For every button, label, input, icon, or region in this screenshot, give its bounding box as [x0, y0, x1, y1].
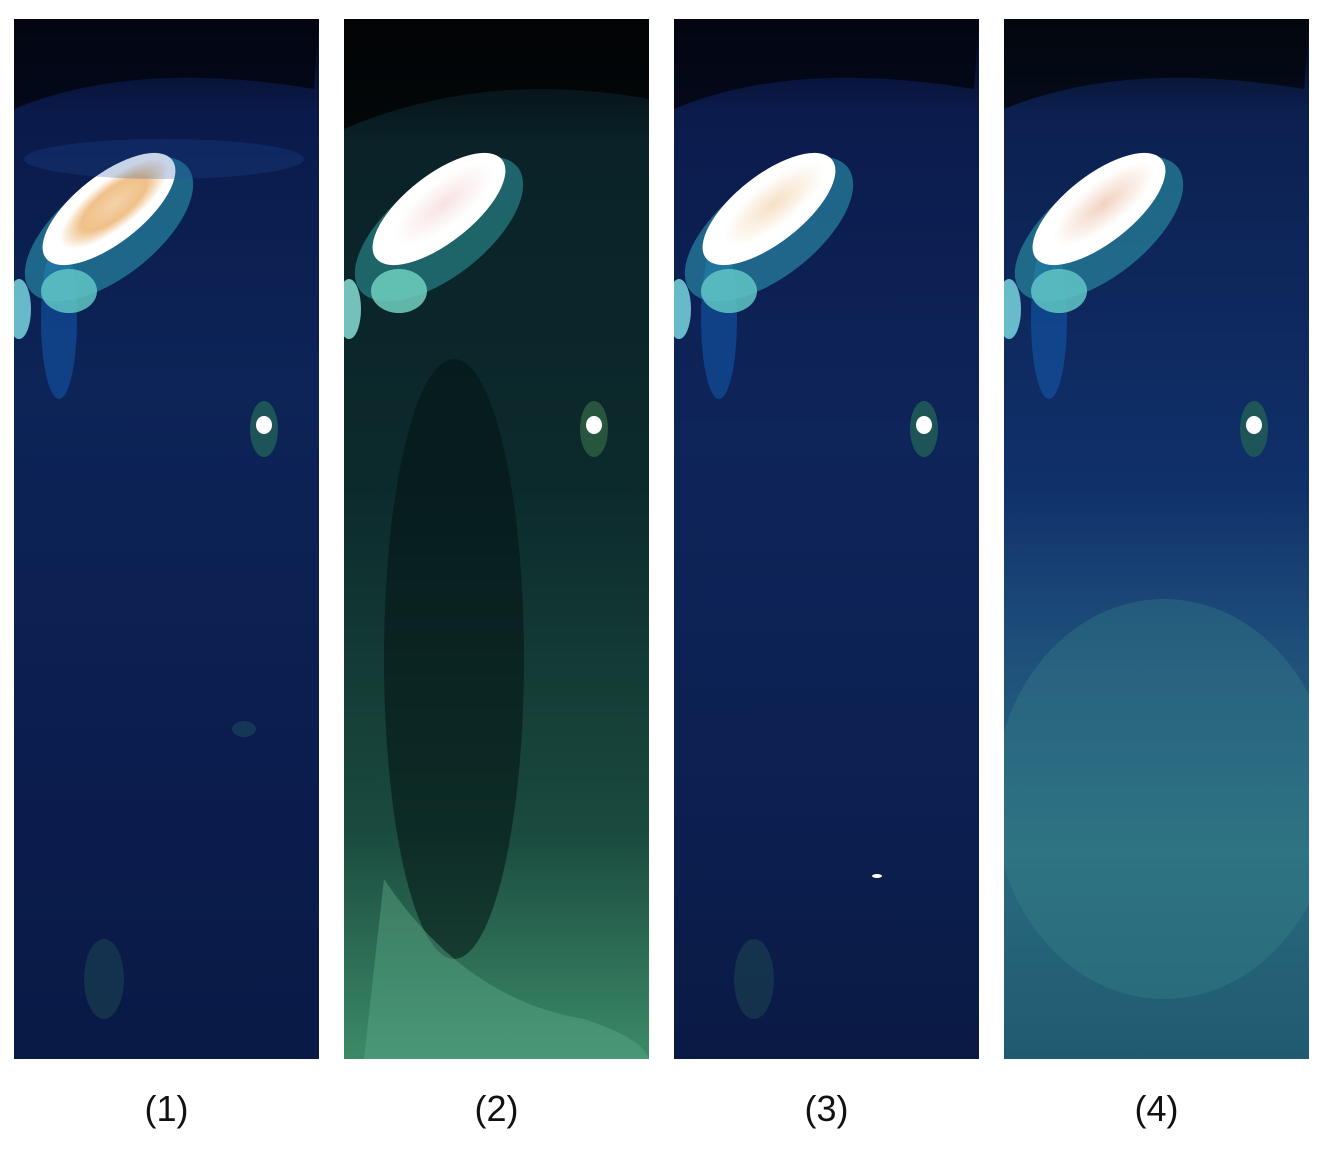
satellite-image-3 — [674, 19, 979, 1059]
satellite-image-4 — [1004, 19, 1309, 1059]
satellite-image-panel-2 — [344, 19, 649, 1059]
satellite-image-panel-4 — [1004, 19, 1309, 1059]
panel-caption-3: (3) — [804, 1088, 849, 1129]
satellite-image-panel-1 — [14, 19, 319, 1059]
panel-caption-4: (4) — [1134, 1088, 1179, 1129]
satellite-image-2 — [344, 19, 649, 1059]
panel-caption-1: (1) — [144, 1088, 189, 1129]
satellite-image-1 — [14, 19, 319, 1059]
panel-caption-2: (2) — [474, 1088, 519, 1129]
satellite-image-panel-3 — [674, 19, 979, 1059]
